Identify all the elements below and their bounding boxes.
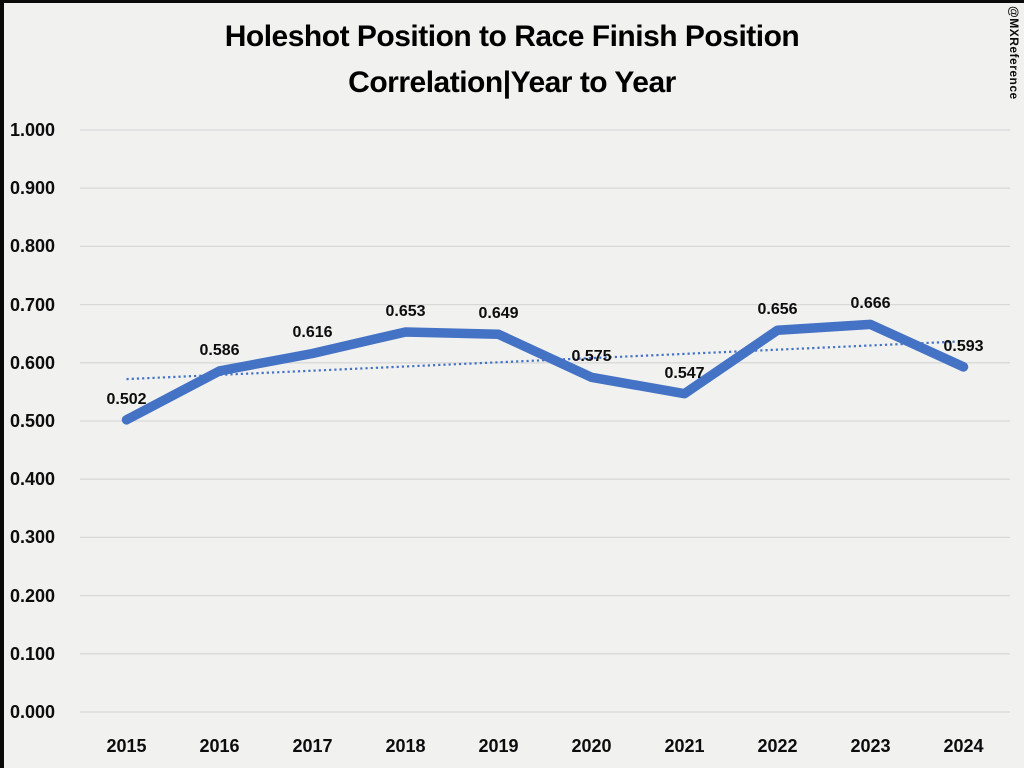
- x-tick-label: 2017: [292, 736, 333, 756]
- chart-title: Holeshot Position to Race Finish Positio…: [0, 14, 1024, 106]
- y-tick-label: 0.700: [10, 294, 56, 315]
- x-tick-label: 2023: [850, 736, 891, 756]
- x-tick-label: 2022: [757, 736, 798, 756]
- x-tick-label: 2020: [571, 736, 612, 756]
- data-label: 0.616: [292, 324, 333, 342]
- x-tick-label: 2015: [106, 736, 147, 756]
- data-label: 0.666: [850, 295, 891, 313]
- watermark: @MXReference: [1007, 6, 1021, 100]
- y-tick-label: 0.800: [10, 236, 56, 257]
- y-tick-label: 0.200: [10, 585, 56, 606]
- y-tick-label: 0.100: [10, 643, 56, 664]
- data-label: 0.586: [199, 341, 240, 359]
- data-label: 0.649: [478, 305, 519, 323]
- x-tick-label: 2024: [943, 736, 984, 756]
- data-label: 0.547: [664, 364, 705, 382]
- slide-edge-left: [0, 0, 4, 768]
- y-tick-label: 0.900: [10, 178, 56, 199]
- y-tick-label: 0.400: [10, 469, 56, 490]
- y-tick-label: 1.000: [10, 120, 56, 140]
- chart-title-line2: Correlation|Year to Year: [348, 66, 676, 99]
- x-tick-label: 2019: [478, 736, 519, 756]
- x-tick-label: 2016: [199, 736, 240, 756]
- slide-edge-top: [0, 0, 1024, 3]
- data-label: 0.656: [757, 301, 798, 319]
- y-tick-label: 0.500: [10, 411, 56, 431]
- data-label: 0.653: [385, 302, 426, 320]
- y-tick-label: 0.600: [10, 352, 56, 373]
- x-tick-label: 2021: [664, 736, 705, 756]
- data-label: 0.502: [106, 390, 147, 408]
- y-tick-label: 0.300: [10, 527, 56, 548]
- x-tick-label: 2018: [385, 736, 426, 756]
- trendline: [126, 340, 964, 381]
- data-label: 0.575: [571, 348, 612, 366]
- data-series-line: [121, 319, 969, 425]
- data-label: 0.593: [943, 337, 984, 355]
- y-tick-label: 0.000: [10, 702, 56, 722]
- chart-title-line1: Holeshot Position to Race Finish Positio…: [224, 20, 800, 53]
